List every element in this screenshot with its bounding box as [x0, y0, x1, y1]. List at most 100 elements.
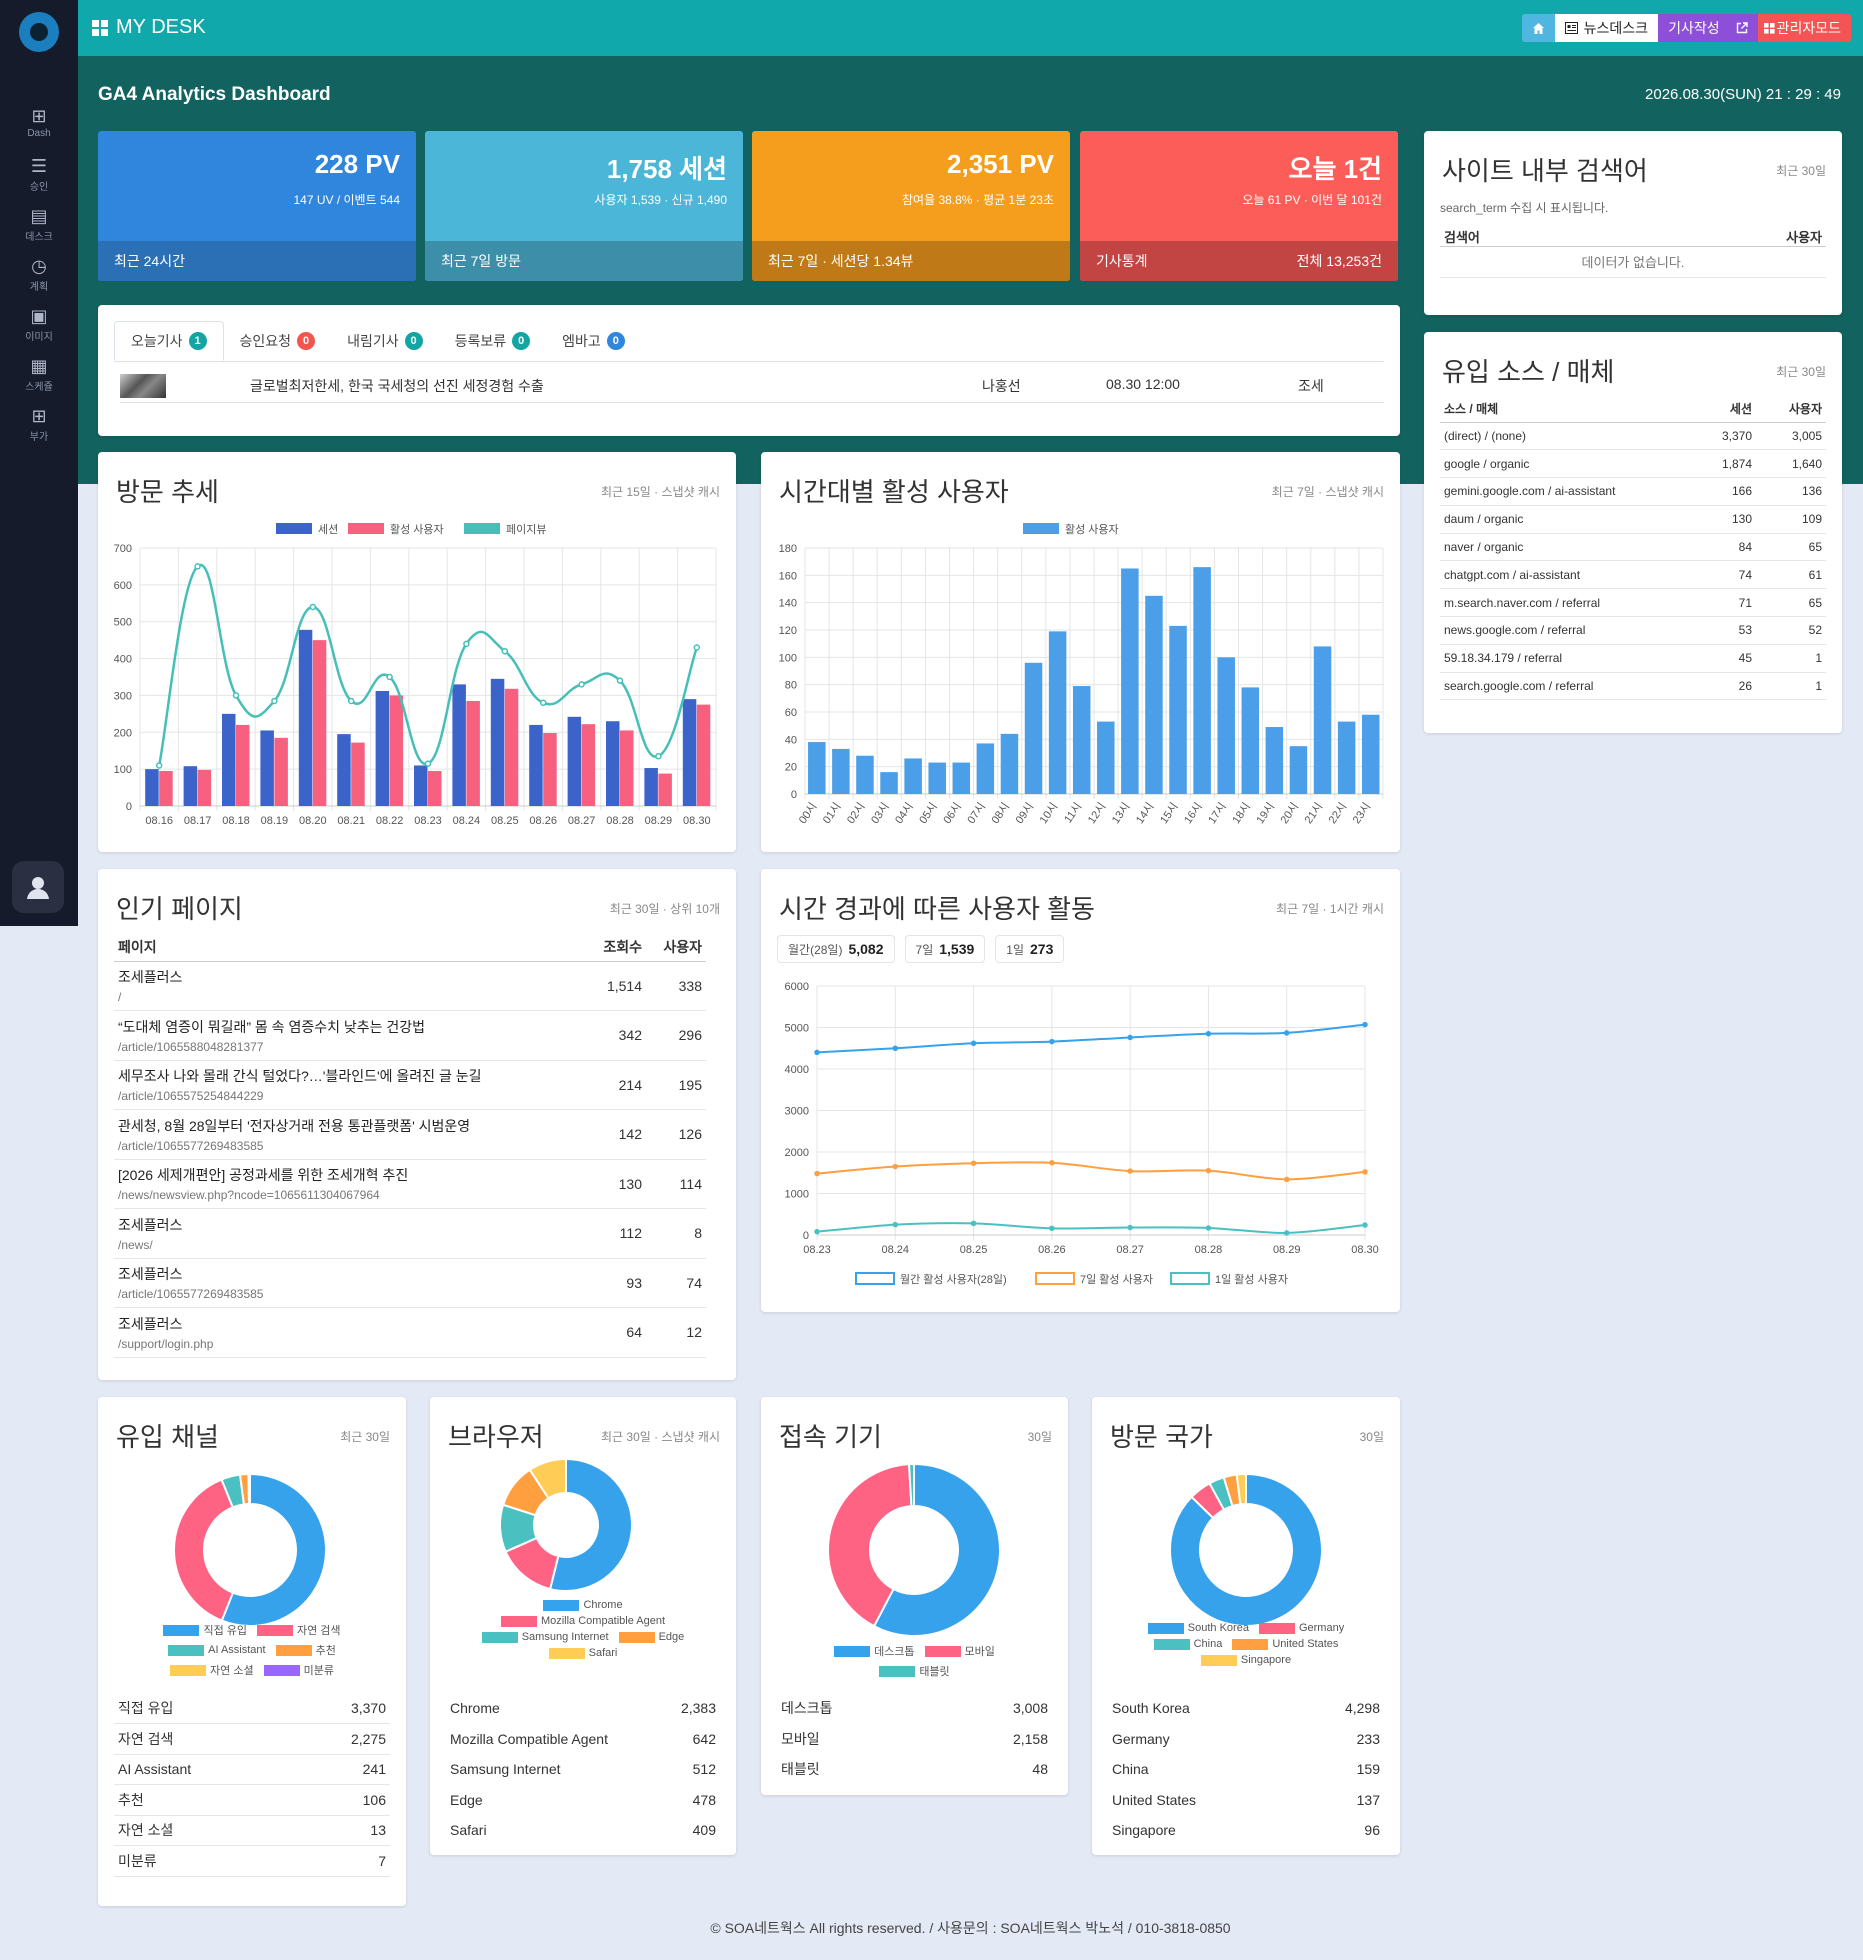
table-row[interactable]: Chrome 2,383 [446, 1693, 720, 1724]
page-name[interactable]: [2026 세제개편안] 공정과세를 위한 조세개혁 추진 [118, 1167, 409, 1184]
bar[interactable] [904, 758, 922, 794]
tab-2[interactable]: 내림기사 0 [331, 321, 439, 361]
line-point[interactable] [309, 603, 317, 611]
bar[interactable] [658, 773, 672, 806]
bar[interactable] [260, 730, 274, 806]
line-point[interactable] [1049, 1160, 1055, 1166]
bar[interactable] [1000, 733, 1019, 794]
bar[interactable] [808, 742, 826, 794]
line-point[interactable] [892, 1045, 899, 1051]
table-row[interactable]: 자연 검색 2,275 [114, 1724, 390, 1754]
article-title[interactable]: 글로벌최저한세, 한국 국세청의 선진 세정경험 수출 [250, 378, 544, 394]
bar[interactable] [976, 743, 995, 794]
bar[interactable] [197, 769, 212, 806]
bar[interactable] [389, 695, 404, 806]
sidebar-item-3[interactable]: ◷ 계획 [0, 256, 78, 293]
line-point[interactable] [1127, 1168, 1133, 1174]
line-point[interactable] [1205, 1167, 1212, 1174]
bar[interactable] [880, 772, 898, 794]
line-point[interactable] [578, 681, 585, 688]
donut-slice[interactable] [173, 1478, 235, 1622]
table-row[interactable]: 미분류 7 [114, 1846, 390, 1876]
bar[interactable] [466, 700, 480, 806]
bar[interactable] [490, 678, 505, 806]
bar[interactable] [952, 762, 971, 794]
table-row[interactable]: 관세청, 8월 28일부터 '전자상거래 전용 통관플랫폼' 시범운영/arti… [114, 1110, 706, 1159]
page-name[interactable]: 세무조사 나와 몰래 간식 털었다?…'블라인드'에 올려진 글 눈길 [118, 1068, 482, 1085]
bar[interactable] [337, 734, 351, 806]
bar[interactable] [351, 742, 365, 806]
table-row[interactable]: 모바일 2,158 [777, 1724, 1052, 1755]
bar[interactable] [696, 704, 711, 806]
donut-slice[interactable] [548, 1459, 633, 1592]
stat-card-0[interactable]: 228 PV 147 UV / 이벤트 544 최근 24시간 [98, 131, 416, 281]
table-row[interactable]: Singapore 96 [1108, 1815, 1384, 1846]
line-point[interactable] [892, 1221, 899, 1228]
table-row[interactable]: daum / organic 130 109 [1440, 505, 1826, 534]
bar[interactable] [1217, 657, 1235, 794]
line-point[interactable] [970, 1160, 977, 1166]
line-point[interactable] [232, 692, 240, 699]
line-point[interactable] [814, 1049, 820, 1056]
table-row[interactable]: South Korea 4,298 [1108, 1693, 1384, 1724]
donut-slice[interactable] [1235, 1472, 1247, 1506]
logo[interactable] [19, 12, 59, 52]
bar[interactable] [567, 716, 582, 806]
bar[interactable] [682, 699, 697, 806]
table-row[interactable]: 조세플러스/article/1065577269483585 93 74 [114, 1258, 706, 1308]
donut-slice[interactable] [907, 1462, 915, 1508]
home-button[interactable] [1521, 14, 1555, 42]
line-point[interactable] [386, 673, 393, 681]
newsdesk-button[interactable]: 뉴스데스크 [1554, 14, 1659, 42]
line-point[interactable] [1049, 1038, 1055, 1045]
table-row[interactable]: 조세플러스/news/112 8 [114, 1209, 706, 1258]
bar[interactable] [1097, 721, 1115, 794]
page-name[interactable]: 조세플러스 [118, 1315, 183, 1332]
tab-3[interactable]: 등록보류 0 [439, 321, 547, 361]
donut-slice[interactable] [827, 1463, 913, 1628]
page-name[interactable]: 조세플러스 [118, 1266, 183, 1283]
page-name[interactable]: 관세청, 8월 28일부터 '전자상거래 전용 통관플랫폼' 시범운영 [118, 1117, 471, 1134]
table-row[interactable]: 59.18.34.179 / referral 45 1 [1440, 644, 1826, 673]
bar[interactable] [452, 684, 466, 806]
line-point[interactable] [693, 644, 701, 651]
sidebar-item-6[interactable]: ⊞ 부가 [0, 406, 78, 443]
bar[interactable] [312, 640, 327, 806]
line-point[interactable] [501, 647, 509, 655]
user-avatar-button[interactable] [12, 861, 64, 913]
table-row[interactable]: news.google.com / referral 53 52 [1440, 617, 1826, 645]
bar[interactable] [529, 724, 543, 806]
table-row[interactable]: AI Assistant 241 [114, 1754, 390, 1785]
bar[interactable] [274, 737, 288, 806]
page-name[interactable]: 조세플러스 [118, 1216, 183, 1233]
tab-0[interactable]: 오늘기사 1 [114, 321, 224, 361]
table-row[interactable]: 직접 유입 3,370 [114, 1693, 390, 1724]
donut-slice[interactable] [1169, 1472, 1323, 1627]
table-row[interactable]: gemini.google.com / ai-assistant 166 136 [1440, 478, 1826, 506]
line-point[interactable] [814, 1228, 820, 1235]
table-row[interactable]: 데스크톱 3,008 [777, 1693, 1052, 1724]
bar[interactable] [1121, 568, 1139, 795]
bar[interactable] [928, 762, 946, 794]
donut-slice[interactable] [220, 1472, 327, 1627]
line-point[interactable] [1362, 1169, 1368, 1175]
sidebar-item-2[interactable]: ▤ 데스크 [0, 206, 78, 243]
line-point[interactable] [970, 1040, 977, 1047]
table-row[interactable]: search.google.com / referral 26 1 [1440, 672, 1826, 700]
line-point[interactable] [616, 677, 624, 684]
bar[interactable] [183, 766, 198, 806]
article-row[interactable]: 글로벌최저한세, 한국 국세청의 선진 세정경험 수출 나홍선 08.30 12… [120, 365, 1384, 403]
table-row[interactable]: United States 137 [1108, 1785, 1384, 1816]
page-name[interactable]: 조세플러스 [118, 969, 183, 986]
table-row[interactable]: 태블릿 48 [777, 1754, 1052, 1785]
line-point[interactable] [155, 762, 163, 769]
bar[interactable] [1072, 686, 1091, 794]
line-point[interactable] [970, 1220, 977, 1227]
table-row[interactable]: (direct) / (none) 3,370 3,005 [1440, 422, 1826, 450]
table-row[interactable]: 추천 106 [114, 1785, 390, 1815]
line-point[interactable] [1362, 1021, 1368, 1028]
sidebar-item-1[interactable]: ☰ 승인 [0, 156, 78, 193]
bar[interactable] [159, 770, 173, 806]
bar[interactable] [581, 724, 596, 806]
line-point[interactable] [1362, 1222, 1368, 1228]
